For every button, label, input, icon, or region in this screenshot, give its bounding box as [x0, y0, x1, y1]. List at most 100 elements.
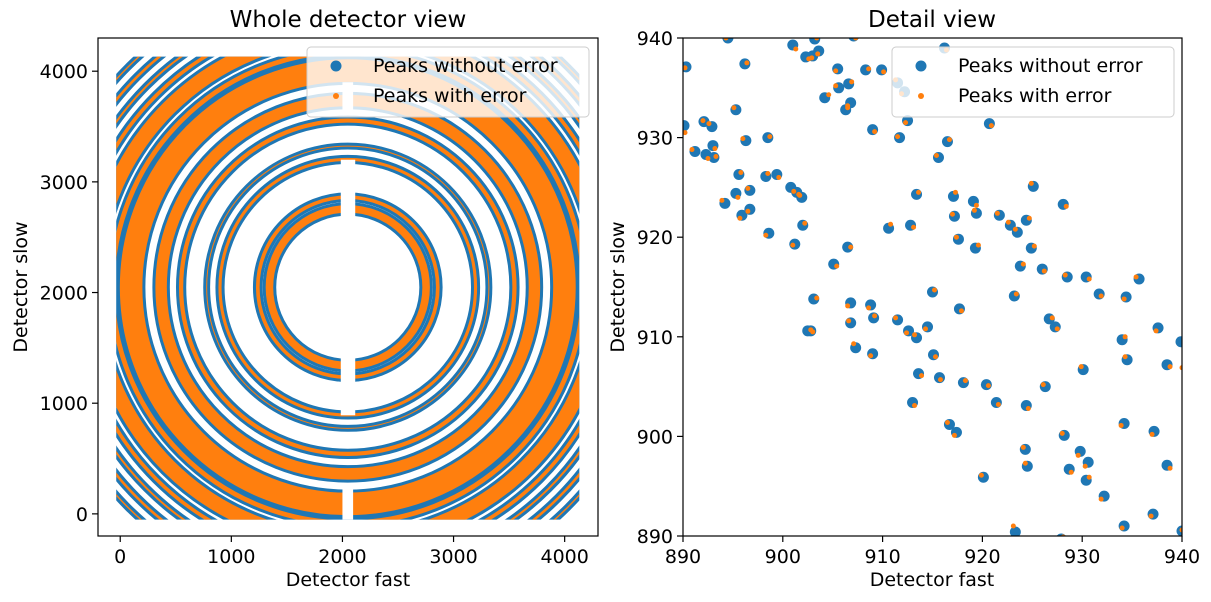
point-with-error [765, 170, 771, 176]
point-with-error [1028, 180, 1034, 186]
point-with-error [951, 432, 957, 438]
legend: Peaks without error Peaks with error [306, 46, 590, 118]
point-with-error [1062, 272, 1068, 278]
point-with-error [853, 38, 859, 41]
point-without-error [932, 152, 944, 164]
point-with-error [1013, 291, 1019, 297]
point-with-error [776, 174, 782, 180]
point-with-error [868, 353, 874, 359]
point-with-error [846, 318, 852, 324]
point-with-error [1025, 406, 1031, 412]
point-with-error [1012, 226, 1018, 232]
legend-marker-without-error [915, 60, 927, 72]
point-with-error [872, 129, 878, 135]
point-with-error [888, 221, 894, 227]
point-with-error [815, 51, 821, 57]
point-with-error [949, 211, 955, 217]
point-with-error [745, 185, 751, 191]
point-without-error [922, 321, 934, 333]
point-with-error [1060, 534, 1066, 536]
point-with-error [1078, 364, 1084, 370]
point-with-error [988, 123, 994, 129]
x-tick-label: 2000 [318, 546, 366, 568]
plot-frame [97, 37, 599, 537]
point-with-error [971, 207, 977, 213]
point-with-error [1040, 382, 1046, 388]
point-without-error [842, 241, 854, 253]
point-with-error [866, 305, 872, 311]
point-with-error [814, 295, 820, 301]
x-tick-label: 4000 [540, 546, 588, 568]
point-without-error [990, 397, 1002, 409]
legend-label-without-error: Peaks without error [373, 55, 558, 77]
point-with-error [1063, 203, 1069, 209]
point-with-error [1054, 326, 1060, 332]
point-with-error [723, 38, 729, 41]
point-with-error [937, 377, 943, 383]
point-with-error [791, 188, 797, 194]
legend-label-without-error: Peaks without error [958, 55, 1143, 77]
point-with-error [958, 308, 964, 314]
point-with-error [866, 66, 872, 72]
point-without-error [1175, 336, 1182, 348]
point-with-error [1082, 463, 1088, 469]
legend-marker-with-error [333, 93, 339, 99]
y-axis-ticks: 0 1000 2000 3000 4000 [40, 61, 98, 526]
point-with-error [1031, 243, 1037, 249]
point-with-error [946, 137, 952, 143]
legend-marker-without-error [330, 60, 342, 72]
point-with-error [1167, 465, 1173, 471]
legend: Peaks without error Peaks with error [891, 46, 1175, 118]
point-with-error [932, 354, 938, 360]
point-with-error [1020, 261, 1026, 267]
point-with-error [978, 472, 984, 478]
point-with-error [895, 134, 901, 140]
point-with-error [912, 403, 918, 409]
point-with-error [1059, 430, 1065, 436]
point-with-error [973, 202, 979, 208]
x-tick-label: 890 [665, 546, 701, 568]
module-gap-bottom [342, 486, 354, 520]
point-with-error [845, 103, 851, 109]
point-with-error [881, 69, 887, 75]
point-with-error [1026, 215, 1032, 221]
point-with-error [738, 169, 744, 175]
point-with-error [1022, 460, 1028, 466]
point-without-error [867, 124, 879, 136]
point-with-error [683, 65, 688, 71]
point-without-error [876, 64, 888, 76]
point-with-error [916, 189, 922, 195]
point-with-error [790, 242, 796, 248]
detail-view-chart: Detail view 890 900 910 920 930 940 890 900 910… [607, 7, 1200, 591]
point-with-error [919, 373, 925, 379]
y-tick-label: 930 [637, 128, 673, 150]
point-without-error [848, 38, 859, 42]
point-with-error [975, 242, 981, 248]
x-tick-label: 900 [765, 546, 801, 568]
point-without-error [1036, 263, 1048, 275]
y-tick-label: 890 [637, 526, 673, 548]
y-tick-label: 1000 [40, 393, 88, 415]
legend-box [891, 46, 1175, 118]
point-without-error [983, 118, 995, 130]
point-with-error [1122, 354, 1128, 360]
point-with-error [903, 120, 909, 126]
point-with-error [802, 220, 808, 226]
point-with-error [745, 208, 751, 214]
point-with-error [1086, 474, 1092, 480]
point-with-error [995, 402, 1001, 408]
x-axis-label: Detector fast [286, 569, 411, 591]
point-with-error [683, 130, 688, 136]
point-without-error [1118, 520, 1130, 532]
point-with-error [737, 215, 743, 221]
point-without-error [733, 168, 745, 180]
y-axis-ticks: 890 900 910 920 930 940 [637, 28, 683, 548]
point-with-error [1167, 364, 1173, 370]
y-tick-label: 0 [76, 504, 88, 526]
x-axis-label: Detector fast [870, 569, 995, 591]
point-with-error [731, 105, 737, 111]
point-with-error [1041, 268, 1047, 274]
point-without-error [952, 233, 964, 245]
ring-with-error-4 [178, 118, 517, 456]
